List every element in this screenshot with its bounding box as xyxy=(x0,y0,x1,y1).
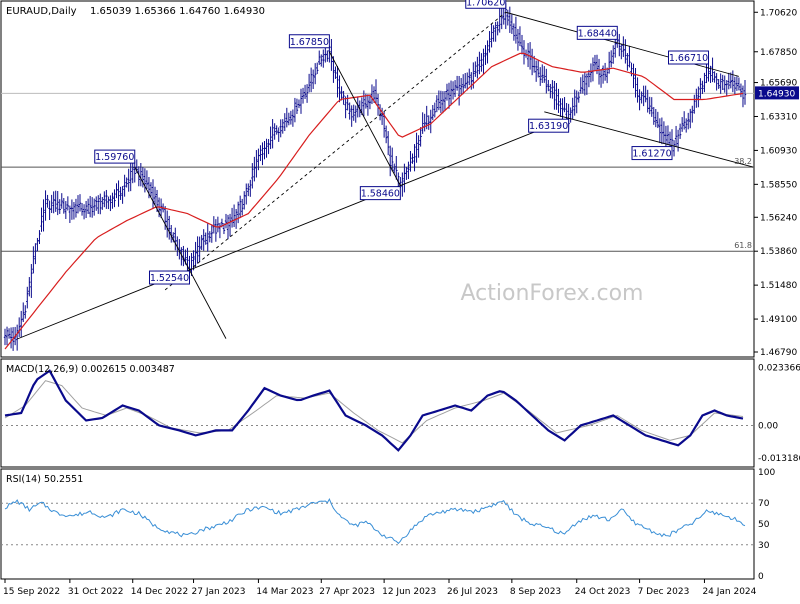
rsi-axis-tick-label: 0 xyxy=(758,572,764,582)
swing-label-box xyxy=(359,186,401,201)
swing-label-box xyxy=(631,146,673,161)
swing-label: 1.63190 xyxy=(529,121,568,132)
macd-axis-tick-label: 0.00 xyxy=(758,421,778,431)
swing-label: 1.68440 xyxy=(578,28,617,39)
price-axis-tick-label: 1.63310 xyxy=(760,112,797,122)
symbol-label: EURAUD,Daily xyxy=(6,6,77,17)
falling-channel-line-2 xyxy=(328,51,401,186)
time-axis-tick-label: 14 Mar 2023 xyxy=(256,587,313,597)
fib-level-label: 61.8 xyxy=(734,241,752,250)
time-axis-tick-label: 14 Dec 2022 xyxy=(131,587,189,597)
rsi-panel-frame xyxy=(0,468,755,580)
price-axis-tick-label: 1.67850 xyxy=(760,48,797,58)
rsi-axis-tick-label: 50 xyxy=(758,520,770,530)
price-axis-tick-label: 1.70620 xyxy=(760,8,797,18)
current-price-badge xyxy=(755,86,799,100)
axes: 1.70620 1.67850 1.65690 1.63310 1.60930 1.585… xyxy=(3,8,800,597)
price-axis-tick-label: 1.56240 xyxy=(760,213,797,223)
price-axis-tick-label: 1.53860 xyxy=(760,247,797,257)
moving-average-line xyxy=(4,52,744,350)
time-axis-tick-label: 15 Sep 2022 xyxy=(3,587,60,597)
falling-support-line xyxy=(544,111,754,168)
swing-label: 1.52540 xyxy=(150,273,189,284)
swing-label: 1.66710 xyxy=(669,53,708,64)
macd-axis-tick-label: -0.013186 xyxy=(758,454,800,464)
swing-label-box xyxy=(288,34,330,49)
falling-resistance-line xyxy=(505,11,740,77)
rsi-axis-tick-label: 100 xyxy=(758,468,775,478)
macd-signal-line xyxy=(4,380,744,444)
macd-axis-tick-label: 0.023366 xyxy=(758,363,800,373)
time-axis-tick-label: 31 Oct 2022 xyxy=(68,587,124,597)
rsi-axis-tick-label: 30 xyxy=(758,541,770,551)
swing-label-box xyxy=(94,149,136,164)
time-axis-tick-label: 27 Apr 2023 xyxy=(319,587,375,597)
swing-label-box xyxy=(576,25,618,40)
time-axis-tick-label: 8 Sep 2023 xyxy=(510,587,561,597)
watermark: ActionForex.com xyxy=(461,281,644,306)
time-axis-tick-label: 26 Jul 2023 xyxy=(447,587,498,597)
macd-panel: MACD(12,26,9) 0.002615 0.003487 xyxy=(1,364,754,452)
price-axis-tick-label: 1.58550 xyxy=(760,180,797,190)
swing-label-box xyxy=(148,270,190,285)
price-axis-tick-label: 1.60930 xyxy=(760,146,797,156)
rsi-axis-tick-label: 70 xyxy=(758,499,770,509)
price-panel-frame xyxy=(0,0,755,358)
price-axis-tick-label: 1.46790 xyxy=(760,348,797,358)
macd-panel-frame xyxy=(0,358,755,468)
price-axis-tick-label: 1.65690 xyxy=(760,79,797,89)
time-axis-tick-label: 24 Jan 2024 xyxy=(702,587,756,597)
rsi-title: RSI(14) 50.2551 xyxy=(6,474,83,485)
rsi-panel: RSI(14) 50.2551 xyxy=(1,474,754,546)
time-axis-tick-label: 12 Jun 2023 xyxy=(382,587,436,597)
price-panel: 38.2 61.8 1.70620 1.67850 1.68440 1.66710 1.63… xyxy=(1,0,754,351)
swing-label: 1.70620 xyxy=(466,0,505,8)
swing-label: 1.58460 xyxy=(361,189,400,200)
time-axis-tick-label: 27 Jan 2023 xyxy=(192,587,246,597)
rsi-line xyxy=(4,497,746,545)
macd-title: MACD(12,26,9) 0.002615 0.003487 xyxy=(6,364,175,375)
swing-label-box xyxy=(668,50,710,65)
swing-label: 1.67850 xyxy=(290,37,329,48)
price-axis-tick-label: 1.51480 xyxy=(760,281,797,291)
current-price-badge-label: 1.64930 xyxy=(758,89,795,99)
ohlc-label: 1.65039 1.65366 1.64760 1.64930 xyxy=(90,6,265,17)
swing-label: 1.61270 xyxy=(632,149,671,160)
swing-label: 1.59760 xyxy=(95,152,134,163)
rising-support-line xyxy=(16,128,543,340)
rising-channel-dashed-line xyxy=(164,11,507,291)
falling-channel-line-1 xyxy=(134,166,227,339)
macd-line xyxy=(4,369,744,452)
swing-label-box xyxy=(528,118,570,133)
time-axis-tick-label: 24 Oct 2023 xyxy=(575,587,631,597)
time-axis-tick-label: 7 Dec 2023 xyxy=(638,587,690,597)
fib-level-label: 38.2 xyxy=(734,157,752,166)
price-axis-tick-label: 1.49100 xyxy=(760,315,797,325)
swing-label-box xyxy=(465,0,507,9)
